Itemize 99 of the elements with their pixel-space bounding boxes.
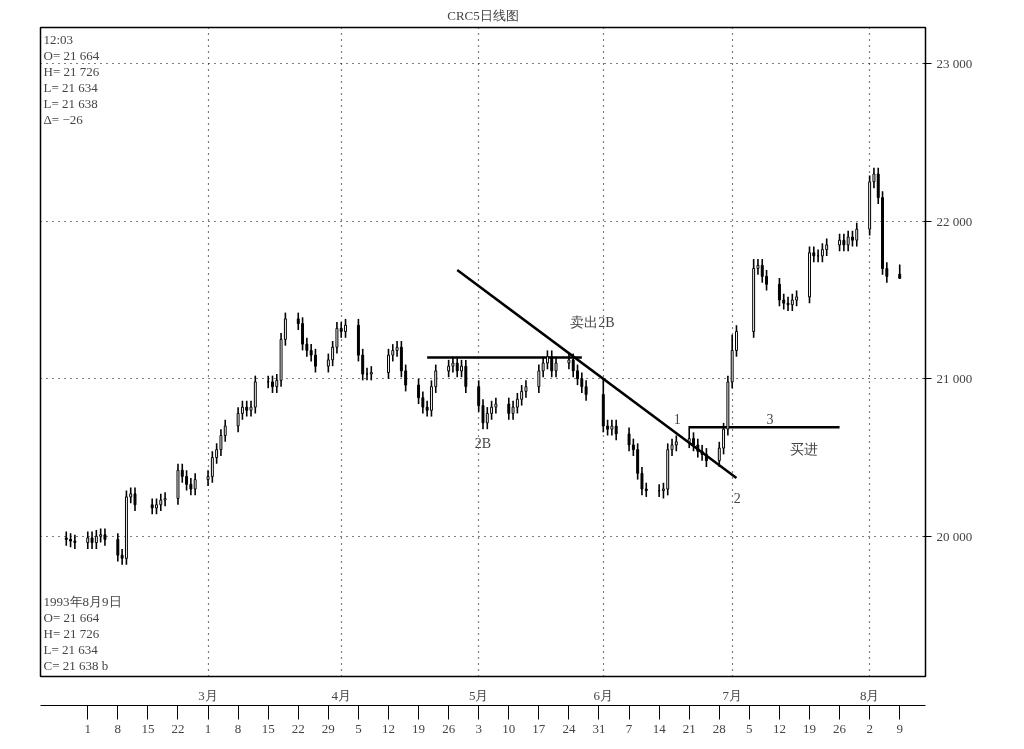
candlestick [344,318,347,339]
annotation: C= 21 638 b [43,657,109,673]
x-tick-label: 1 [204,720,212,736]
x-tick-label: 2 [866,720,873,736]
candlestick [417,377,421,405]
candlestick [777,277,781,308]
annotation: H= 21 726 [43,625,100,641]
annotation: 3 [766,412,774,428]
annotation: 买进 [790,441,819,457]
x-tick-label: 8 [234,720,242,736]
candlestick [485,406,489,430]
candlestick [520,384,524,407]
annotation: Δ= −26 [43,111,84,127]
candlestick [765,269,769,292]
y-tick-label: 20 000 [936,528,973,544]
x-tick-label: 15 [141,720,155,736]
y-tick-label: 22 000 [936,213,973,229]
chart-title: CRC5日线图 [447,7,519,23]
candlestick [236,406,240,434]
candlestick [851,229,854,248]
x-tick-label: 12 [381,720,395,736]
x-tick-label: 5 [355,720,362,736]
annotation: 1993年8月9日 [43,593,122,609]
x-tick-label: 15 [261,720,275,736]
candlestick [855,222,859,248]
x-tick-label: 14 [652,720,667,736]
x-tick-label: 19 [803,720,816,736]
annotation: O= 21 664 [43,47,100,63]
candlestick [760,258,764,284]
candlestick [301,316,305,352]
annotation: 2B [474,435,492,451]
annotation: 卖出2B [570,315,615,331]
x-tick-label: 17 [532,720,546,736]
x-tick-label: 31 [592,720,606,736]
candlestick [155,497,158,516]
candlestick [193,472,197,497]
x2-tick-label: 8月 [859,687,880,703]
annotation: L= 21 634 [43,641,99,657]
candlestick [365,366,369,382]
x2-tick-label: 7月 [722,687,742,703]
x-tick-label: 28 [712,720,726,736]
annotation: L= 21 634 [43,79,99,95]
x-tick-label: 19 [412,720,426,736]
candlestick [614,418,618,442]
annotation: 12:03 [43,31,74,47]
candlestick [816,248,820,264]
y-tick-label: 23 000 [936,56,973,72]
candlestick [331,340,335,367]
x-tick-label: 8 [114,720,122,736]
candlestick [537,363,541,394]
x-tick-label: 1 [84,720,92,736]
candlestick [820,242,824,264]
x2-tick-label: 6月 [593,687,614,703]
candlestick [64,530,68,547]
x-tick-label: 24 [562,720,576,736]
candlestick [266,374,270,390]
candlestick [271,374,274,394]
y-tick-label: 21 000 [936,371,973,387]
candlestick [210,450,214,484]
candlestick [133,486,137,512]
candlestick [94,529,98,550]
candlestick [846,229,850,252]
candlestick [580,371,584,394]
candlestick [163,491,167,508]
x-tick-label: 7 [625,720,633,736]
annotation: L= 21 638 [43,95,98,111]
candlestick [313,348,317,374]
x2-tick-label: 5月 [468,687,489,703]
x-tick-label: 26 [442,720,456,736]
x-tick-label: 3 [475,720,482,736]
candlestick [786,296,790,312]
x-tick-label: 26 [833,720,847,736]
candlestick [511,400,515,421]
candlestick [387,348,390,380]
x-tick-label: 22 [171,720,185,736]
x-tick-label: 10 [502,720,516,736]
candlestick [808,245,811,304]
candlestick [576,363,579,386]
candlestick [507,396,511,421]
candlestick [704,447,708,468]
x-tick-label: 29 [321,720,335,736]
x-tick-label: 22 [291,720,305,736]
annotation: 2 [733,491,741,507]
candlestick [692,431,695,453]
annotation: 1 [673,412,681,428]
candlestick [185,469,189,492]
x-tick-label: 12 [772,720,786,736]
candlestick [627,426,631,453]
candlestick [335,321,339,355]
x-tick-label: 21 [682,720,696,736]
candlestick [696,437,700,459]
x2-tick-label: 4月 [331,687,351,703]
x2-tick-label: 3月 [198,687,218,703]
candlestick [490,400,494,421]
annotation: O= 21 664 [43,609,100,625]
x-tick-label: 9 [896,720,903,736]
x-tick-label: 5 [746,720,753,736]
annotation: H= 21 726 [43,63,100,79]
candlestick [515,392,519,415]
